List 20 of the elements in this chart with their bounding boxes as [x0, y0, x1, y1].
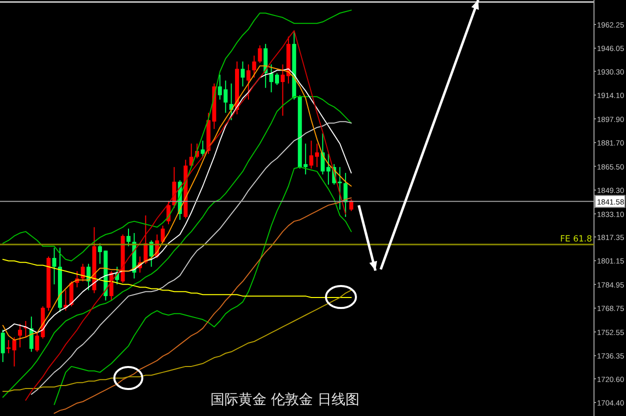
candlestick [252, 55, 256, 78]
candlestick [280, 64, 285, 116]
candlestick [200, 140, 205, 158]
candlestick [18, 323, 22, 348]
candlestick [0, 329, 5, 363]
candlestick [246, 64, 250, 100]
text: 国际黄金 伦敦金 日线图 [210, 392, 360, 408]
candlestick [240, 60, 245, 87]
line-series [2, 10, 352, 262]
candlestick [126, 228, 131, 247]
candlestick [320, 132, 325, 175]
candlestick [69, 280, 74, 307]
candlestick [258, 44, 262, 64]
candlestick [12, 336, 16, 367]
candlestick [52, 247, 56, 285]
candlestick [338, 166, 342, 210]
candlestick [35, 332, 40, 352]
candlestick [160, 225, 165, 244]
ref-line-label: FE 61.8 [560, 234, 592, 244]
candlestick [6, 340, 11, 354]
